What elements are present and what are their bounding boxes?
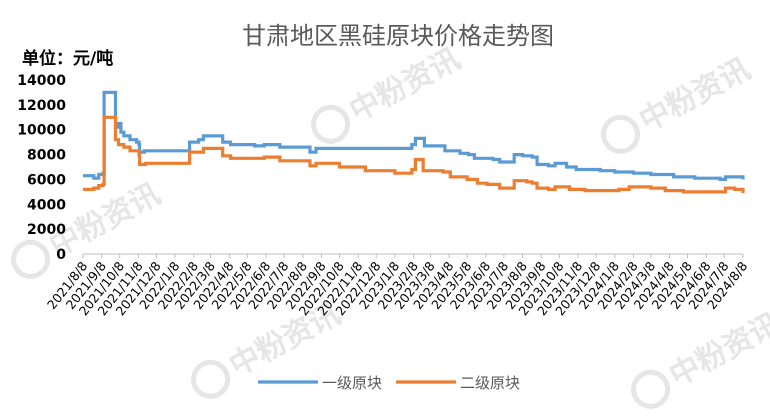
x-axis-ticks: 2021/8/82021/9/82021/10/82021/11/82021/1… <box>44 254 750 318</box>
unit-label: 单位：元/吨 <box>22 48 113 69</box>
y-tick-label: 0 <box>56 247 66 263</box>
series-layer <box>83 90 745 194</box>
y-tick-label: 14000 <box>17 73 66 89</box>
watermark-logo: 中粉资讯 <box>311 42 466 144</box>
y-tick-label: 4000 <box>27 197 66 213</box>
watermark-text: 中粉资讯 <box>664 307 770 394</box>
y-tick-label: 2000 <box>27 222 66 238</box>
watermark-logo: 中粉资讯 <box>601 52 756 154</box>
y-tick-label: 10000 <box>17 123 66 139</box>
watermark-logo: 中粉资讯 <box>631 307 770 409</box>
y-tick-label: 12000 <box>17 98 66 114</box>
y-tick-label: 8000 <box>27 148 66 164</box>
y-axis-ticks: 0 2000 4000 6000 8000 10000 12000 14000 <box>17 73 66 263</box>
legend-label: 二级原块 <box>460 374 520 392</box>
watermark-text: 中粉资讯 <box>634 52 756 139</box>
legend: 一级原块 二级原块 <box>258 374 520 392</box>
y-tick-label: 6000 <box>27 172 66 188</box>
series-line-1 <box>83 90 745 181</box>
legend-label: 一级原块 <box>322 374 382 392</box>
watermark-text: 中粉资讯 <box>344 42 466 129</box>
series-line-2 <box>83 115 745 194</box>
chart-title: 甘肃地区黑硅原块价格走势图 <box>242 22 554 50</box>
